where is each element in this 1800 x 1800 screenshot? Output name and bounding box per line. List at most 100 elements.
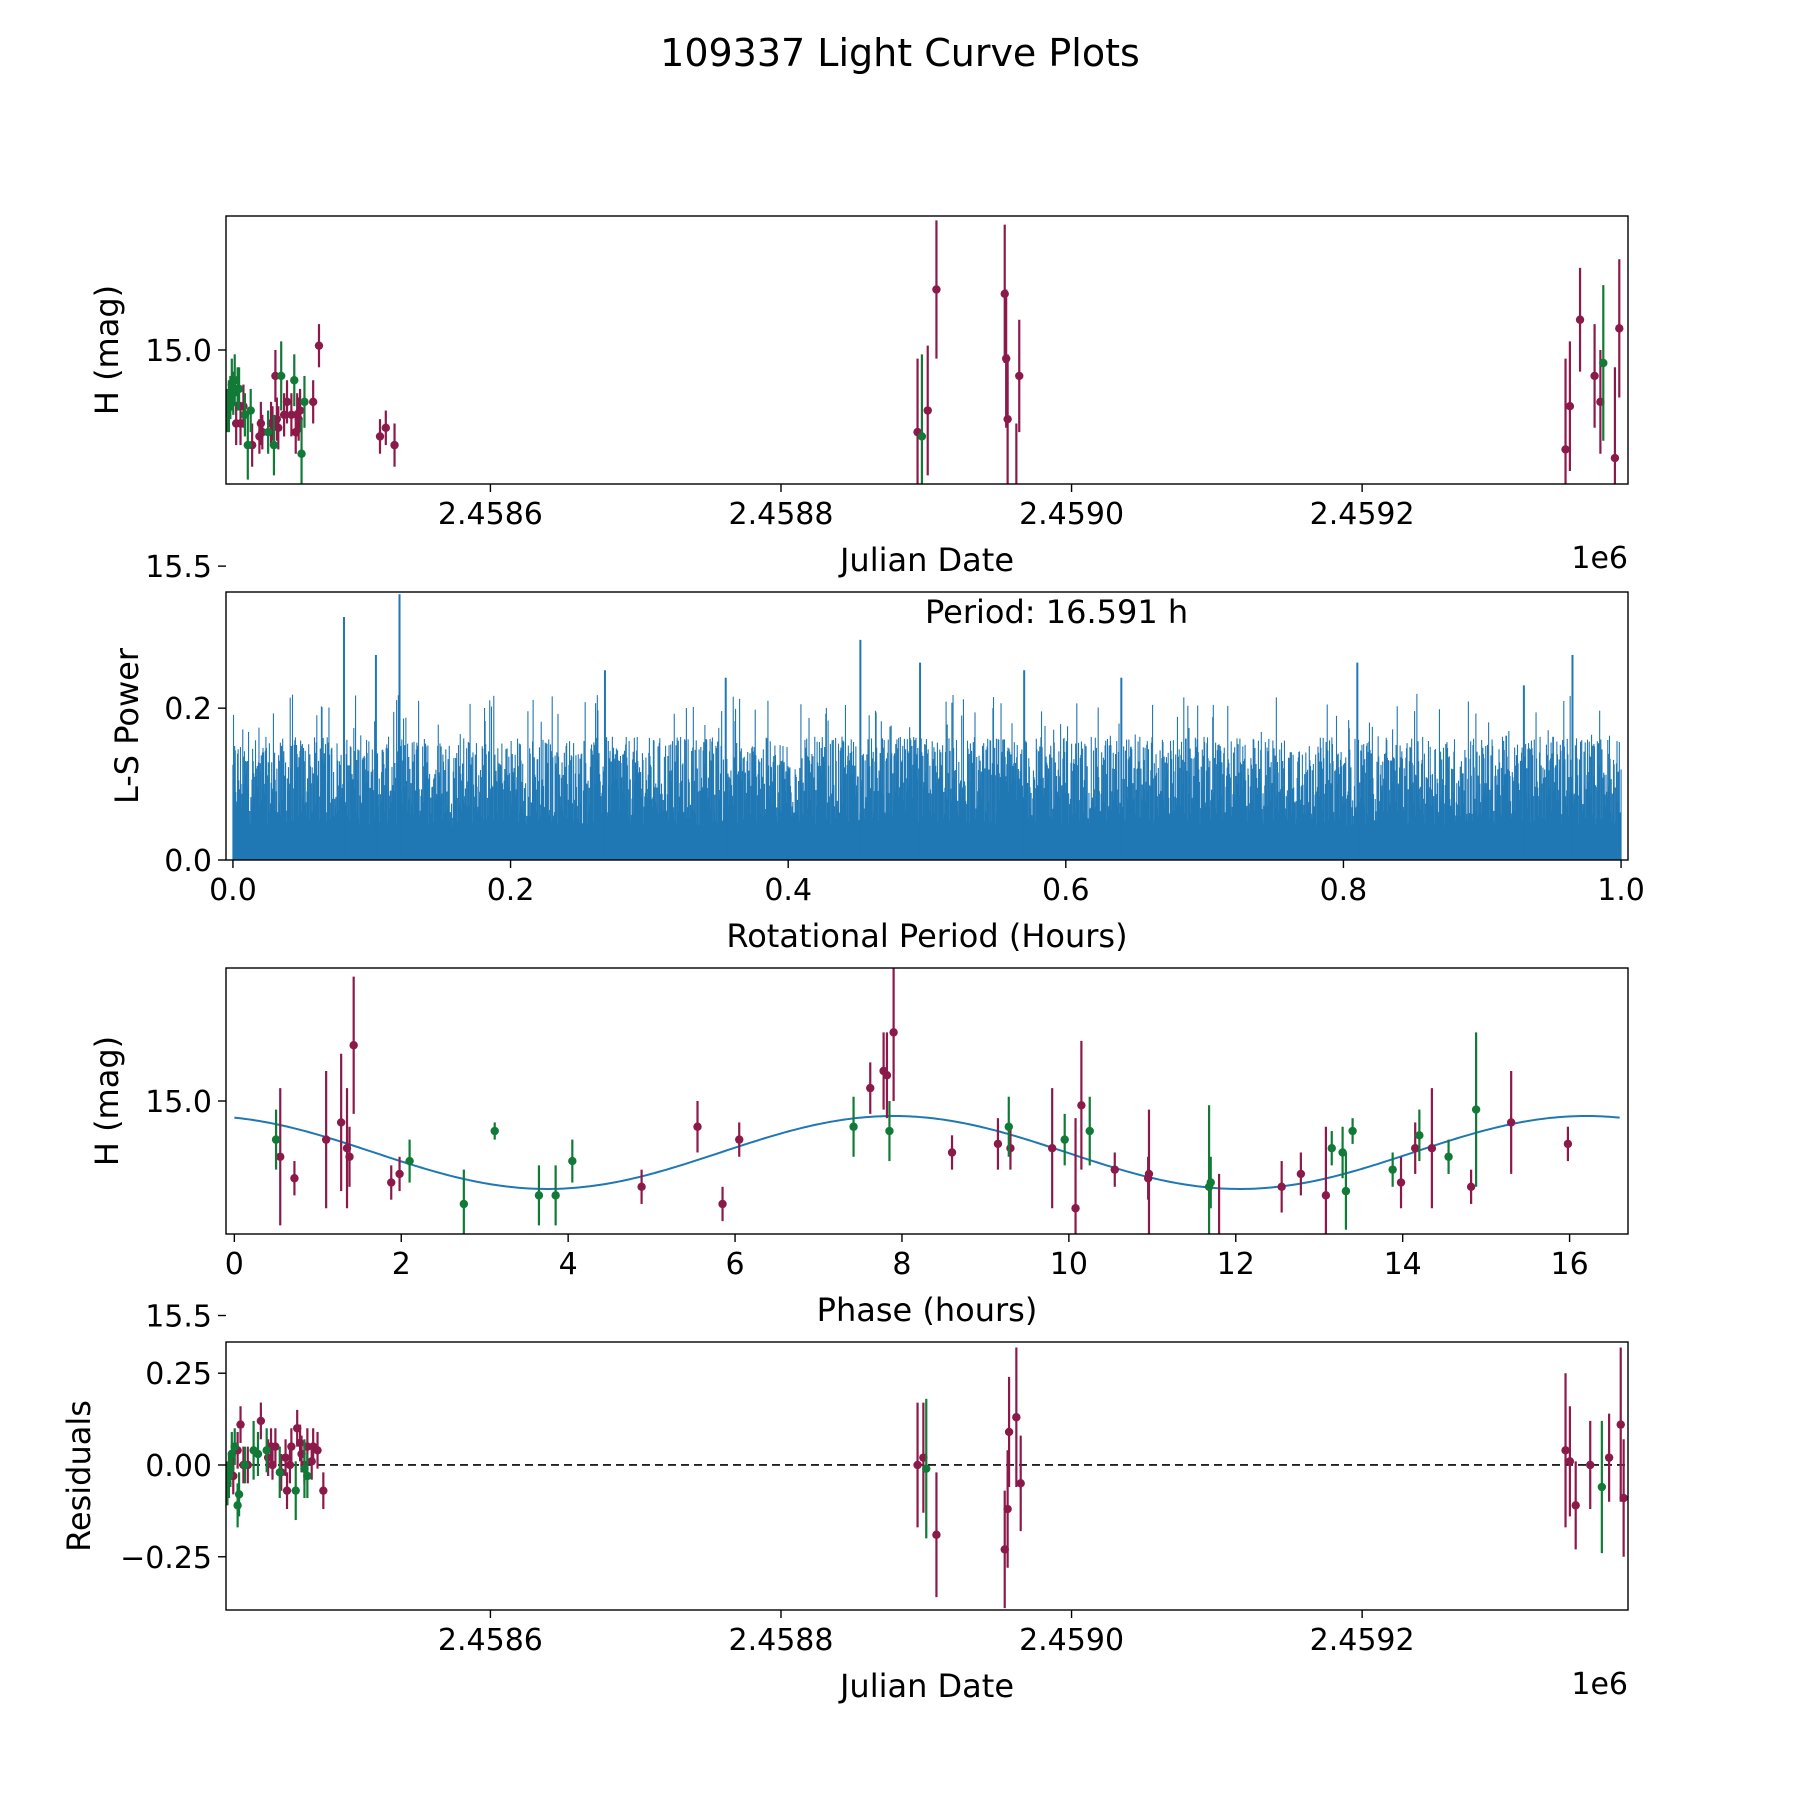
x-offset-label: 1e6	[1571, 1667, 1628, 1702]
x-tick-label: 2.4588	[728, 497, 833, 532]
x-tick-label: 2.4590	[1019, 497, 1124, 532]
r-band-point	[693, 1122, 702, 1131]
g-band-point	[277, 371, 286, 381]
g-band-point	[459, 1199, 469, 1209]
r-band-point	[932, 1530, 941, 1539]
x-tick-label: 0.6	[1042, 873, 1090, 908]
g-band-point	[290, 376, 299, 385]
y-tick-label: 0.2	[164, 692, 212, 727]
r-band-point	[637, 1182, 646, 1192]
figure-title: 109337 Light Curve Plots	[660, 31, 1140, 75]
g-band-point	[405, 1156, 414, 1166]
r-band-point	[1047, 1143, 1057, 1153]
phased-lightcurve-panel: 0 2 4 6 8 10 12 14 16 15.0 15.5 Phase (hours) H (mag…	[88, 967, 1629, 1335]
axes-frame	[225, 967, 1629, 1235]
g-band-point	[230, 1442, 239, 1451]
g-band-point	[262, 1446, 271, 1455]
x-tick-label: 10	[1050, 1247, 1088, 1282]
r-band-point	[1144, 1169, 1154, 1179]
g-band-point	[297, 449, 306, 458]
g-band-point	[246, 406, 255, 415]
r-band-point	[390, 440, 399, 450]
r-band-point	[239, 401, 248, 411]
axes-frame	[225, 215, 1629, 485]
g-band-point	[1060, 1135, 1069, 1144]
g-band-point	[1597, 1482, 1607, 1492]
g-band-point	[534, 1191, 544, 1200]
r-band-point	[387, 1178, 396, 1187]
y-tick-label: 0.0	[164, 844, 212, 879]
r-band-point	[1604, 1453, 1614, 1462]
r-band-point	[718, 1199, 727, 1209]
g-band-point	[263, 427, 273, 437]
x-tick-label: 0	[225, 1247, 244, 1282]
r-band-point	[1396, 1178, 1406, 1187]
r-band-point	[321, 1135, 331, 1144]
r-band-point	[345, 1152, 354, 1161]
periodogram-power-line	[232, 693, 1622, 860]
g-band-point	[226, 1464, 235, 1473]
y-axis-label: Residuals	[60, 1400, 98, 1552]
y-axis-label: H (mag)	[88, 1036, 126, 1166]
x-tick-label: 0.8	[1320, 873, 1368, 908]
r-band-point	[1427, 1143, 1437, 1153]
y-tick-label: 15.5	[145, 1300, 212, 1335]
r-band-point	[285, 1460, 295, 1470]
x-tick-label: 4	[559, 1247, 578, 1282]
r-band-point	[932, 285, 941, 294]
r-band-point	[276, 1152, 285, 1161]
r-band-point	[1575, 315, 1585, 324]
r-band-point	[735, 1135, 744, 1144]
g-band-point	[490, 1126, 499, 1136]
r-band-point	[314, 341, 324, 350]
g-band-point	[1085, 1126, 1094, 1136]
r-band-point	[1000, 289, 1009, 299]
r-band-point	[336, 1118, 346, 1127]
r-band-point	[1615, 324, 1624, 333]
g-band-point	[233, 1501, 242, 1510]
r-band-point	[287, 410, 296, 420]
r-band-point	[1616, 1420, 1625, 1429]
r-band-point	[313, 1446, 322, 1455]
r-band-point	[1003, 414, 1012, 424]
r-band-point	[1610, 453, 1620, 463]
lightcurve-plot-area	[226, 220, 1624, 484]
r-band-point	[282, 1486, 292, 1495]
y-tick-label: 15.0	[145, 1085, 212, 1120]
axes-frame	[225, 1341, 1629, 1611]
x-axis-label: Julian Date	[838, 1667, 1014, 1705]
g-band-point	[1471, 1105, 1481, 1114]
r-band-point	[274, 423, 283, 433]
r-band-point	[258, 427, 267, 437]
r-band-point	[282, 397, 292, 407]
r-band-point	[1619, 1493, 1628, 1503]
r-band-point	[1571, 1501, 1580, 1510]
g-band-point	[568, 1156, 577, 1166]
g-band-point	[243, 440, 252, 450]
y-axis-label: H (mag)	[88, 285, 126, 415]
g-band-point	[1341, 1186, 1351, 1196]
x-tick-label: 0.2	[487, 873, 535, 908]
r-band-point	[1565, 401, 1575, 411]
g-band-point	[1444, 1152, 1453, 1161]
r-band-point	[866, 1083, 875, 1093]
r-band-point	[1077, 1101, 1086, 1110]
g-band-point	[1388, 1165, 1397, 1174]
r-band-point	[308, 397, 318, 407]
r-band-point	[923, 406, 932, 415]
g-band-point	[271, 1135, 281, 1144]
r-band-point	[295, 406, 305, 415]
x-tick-label: 8	[892, 1247, 911, 1282]
r-band-point	[1563, 1139, 1573, 1149]
r-band-point	[1590, 371, 1599, 381]
g-band-point	[551, 1191, 560, 1200]
lightcurve-panel: 2.4586 2.4588 2.4590 2.4592 15.0 15.5 Julian D…	[88, 215, 1629, 585]
period-annotation: Period: 16.591 h	[925, 593, 1188, 631]
g-band-point	[885, 1126, 894, 1136]
r-band-point	[1016, 1479, 1025, 1488]
r-band-point	[256, 419, 266, 428]
g-band-point	[1348, 1126, 1357, 1136]
g-band-point	[1004, 1122, 1013, 1131]
phased-plot-area	[234, 968, 1620, 1234]
y-tick-label: −0.25	[120, 1541, 212, 1576]
